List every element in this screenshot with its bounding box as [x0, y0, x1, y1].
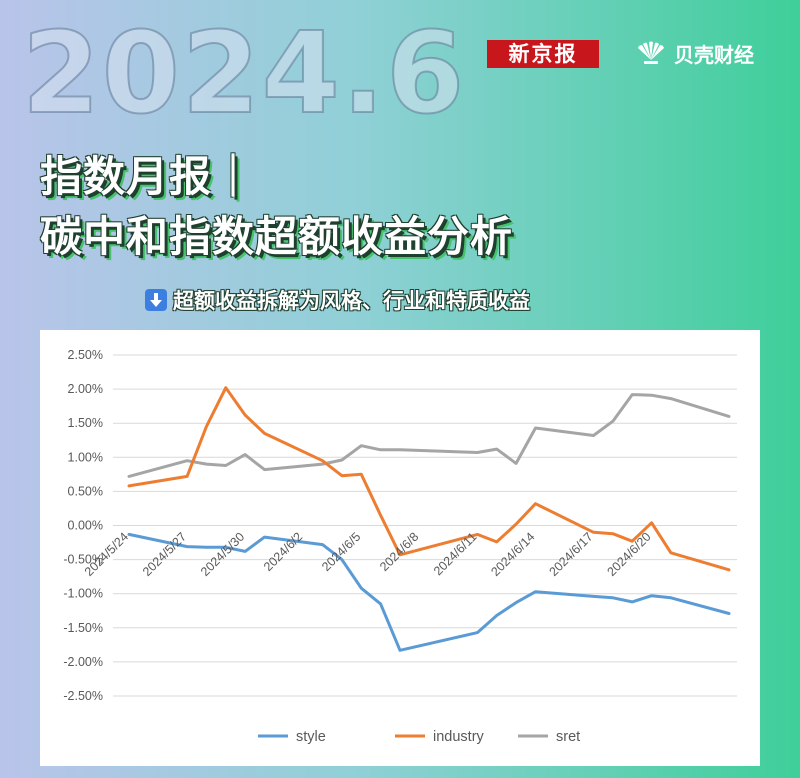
- y-tick-label: 2.00%: [68, 382, 103, 396]
- y-tick-label: -2.00%: [63, 655, 103, 669]
- series-line-sret: [127, 393, 731, 478]
- y-tick-label: 0.00%: [68, 519, 103, 533]
- x-tick-label: 2024/6/20: [604, 530, 653, 579]
- chart-card: 2.50% 2.00% 1.50% 1.00% 0.50% 0.00% -0.50% -1.0…: [40, 330, 760, 766]
- year-watermark: 2024.6: [21, 9, 467, 139]
- y-tick-label: 1.50%: [68, 416, 103, 430]
- y-tick-label: -2.50%: [63, 689, 103, 703]
- y-tick-label: -1.00%: [63, 587, 103, 601]
- series-line-industry: [127, 386, 731, 572]
- beike-caijing-text: 贝壳财经: [674, 42, 754, 67]
- x-tick-label: 2024/6/11: [431, 530, 480, 579]
- beike-caijing-logo: 贝壳财经: [634, 38, 754, 68]
- y-tick-label: 0.50%: [68, 484, 103, 498]
- xinjingbao-logo: 新京报: [487, 40, 599, 68]
- line-chart: 2.50% 2.00% 1.50% 1.00% 0.50% 0.00% -0.50% -1.0…: [63, 348, 737, 745]
- series-line-style: [127, 532, 731, 652]
- x-tick-label: 2024/5/30: [198, 530, 247, 579]
- y-tick-label: 1.00%: [68, 450, 103, 464]
- page-title-line1: 指数月报｜: [40, 152, 256, 201]
- legend-label-industry: industry: [433, 729, 485, 745]
- subtitle: 超额收益拆解为风格、行业和特质收益: [145, 285, 530, 315]
- x-tick-label: 2024/6/5: [319, 530, 363, 574]
- page-title-line2: 碳中和指数超额收益分析: [40, 212, 514, 261]
- shell-icon: [634, 40, 668, 66]
- legend-label-sret: sret: [556, 729, 580, 745]
- x-tick-label: 2024/6/14: [488, 530, 537, 579]
- legend-label-style: style: [296, 729, 326, 745]
- y-tick-label: 2.50%: [68, 348, 103, 362]
- down-arrow-icon: [145, 289, 167, 311]
- y-tick-label: -0.50%: [63, 553, 103, 567]
- subtitle-text: 超额收益拆解为风格、行业和特质收益: [173, 289, 530, 313]
- x-tick-label: 2024/6/17: [546, 530, 595, 579]
- y-tick-label: -1.50%: [63, 621, 103, 635]
